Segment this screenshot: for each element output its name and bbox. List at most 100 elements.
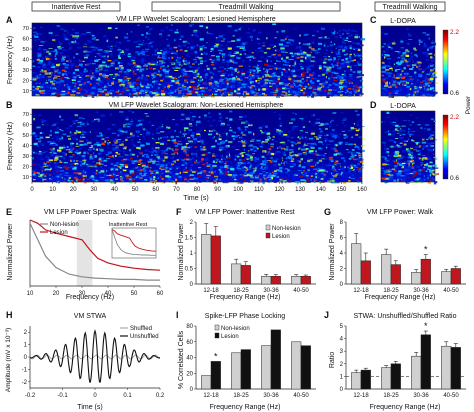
scalogram-pixel [386,82,388,85]
scalogram-pixel [330,123,332,126]
scalogram-pixel [302,82,304,85]
scalogram-pixel [36,138,40,140]
panel-e-plot: 10 20 30 40 50 60 [27,219,164,297]
scalogram-pixel [428,86,430,88]
scalogram-pixel [306,143,311,145]
scalogram-pixel [287,131,291,133]
scalogram-pixel [319,90,322,92]
scalogram-pixel [117,66,122,69]
scalogram-pixel [400,80,405,83]
scalogram-pixel [178,95,182,98]
scalogram-pixel [296,57,300,59]
scalogram-pixel [127,53,131,55]
scalogram-pixel [190,166,192,169]
scalogram-pixel [416,88,420,91]
scalogram-pixel [339,64,341,66]
scalogram-pixel [202,143,206,145]
scalogram-pixel [397,87,401,89]
scalogram-pixel [139,81,142,84]
scalogram-pixel [311,130,316,132]
panel-b-ylabel: Frequency (Hz) [7,122,14,170]
scalogram-pixel [70,159,72,161]
scalogram-pixel [234,90,237,93]
scalogram-pixel [396,132,401,134]
scalogram-pixel [224,172,229,175]
scalogram-pixel [55,155,59,157]
scalogram-pixel [304,55,310,58]
scalogram-pixel [431,45,436,47]
scalogram-pixel [58,176,62,178]
bar-lesion [450,347,461,390]
scalogram-pixel [170,156,174,160]
scalogram-pixel [276,95,280,98]
scalogram-pixel [245,120,248,123]
scalogram-pixel [124,147,127,150]
scalogram-pixel [72,172,74,174]
scalogram-pixel [161,170,164,173]
scalogram-pixel [211,95,215,98]
scalogram-pixel [356,53,360,56]
scalogram-pixel [311,95,314,98]
xtick-label: 0.1 [123,393,132,399]
scalogram-pixel [241,73,246,75]
scalogram-pixel [42,83,44,85]
scalogram-pixel [207,177,210,179]
scalogram-pixel [388,92,391,96]
scalogram-pixel [179,49,183,51]
scalogram-pixel [273,89,277,92]
scalogram-pixel [290,141,293,143]
scalogram-pixel [427,46,432,50]
scalogram-pixel [48,162,51,164]
scalogram-pixel [258,31,262,34]
scalogram-pixel [287,156,292,159]
scalogram-pixel [147,83,152,86]
scalogram-pixel [303,144,308,146]
scalogram-pixel [119,132,124,135]
ytick-label: 20 [23,78,29,84]
scalogram-pixel [256,165,260,168]
scalogram-pixel [348,158,352,160]
scalogram-pixel [40,138,42,140]
scalogram-pixel [116,95,120,98]
scalogram-pixel [338,152,343,155]
scalogram-pixel [351,34,353,35]
scalogram-pixel [212,165,217,168]
scalogram-pixel [303,126,306,128]
scalogram-pixel [285,172,288,174]
scalogram-pixel [317,31,319,33]
scalogram-pixel [199,174,204,176]
scalogram-pixel [244,66,246,68]
scalogram-pixel [291,158,293,161]
scalogram-pixel [242,166,245,169]
scalogram-pixel [409,68,413,70]
scalogram-pixel [127,55,132,58]
scalogram-pixel [431,60,436,62]
scalogram-pixel [392,90,396,92]
scalogram-pixel [215,88,217,91]
scalogram-pixel [294,62,297,65]
scalogram-pixel [193,34,197,36]
scalogram-pixel [100,170,105,173]
scalogram-pixel [226,134,228,136]
scalogram-pixel [341,90,344,92]
scalogram-pixel [397,51,401,53]
scalogram-pixel [232,35,235,37]
scalogram-pixel [186,116,191,119]
scalogram-pixel [288,90,290,93]
panel-e-legend-lesion: Lesion [50,230,68,236]
scalogram-pixel [308,152,313,154]
scalogram-pixel [403,80,408,82]
scalogram-pixel [167,85,171,88]
scalogram-pixel [71,142,74,145]
scalogram-pixel [253,133,255,136]
xtick-label: 20 [53,291,60,297]
scalogram-pixel [206,31,209,34]
scalogram-pixel [341,32,344,35]
scalogram-pixel [245,157,248,159]
xtick-label: 150 [336,187,347,193]
scalogram-pixel [386,44,390,47]
scalogram-pixel [269,172,272,175]
scalogram-pixel [113,148,118,151]
scalogram-pixel [262,175,267,178]
scalogram-pixel [93,180,96,182]
